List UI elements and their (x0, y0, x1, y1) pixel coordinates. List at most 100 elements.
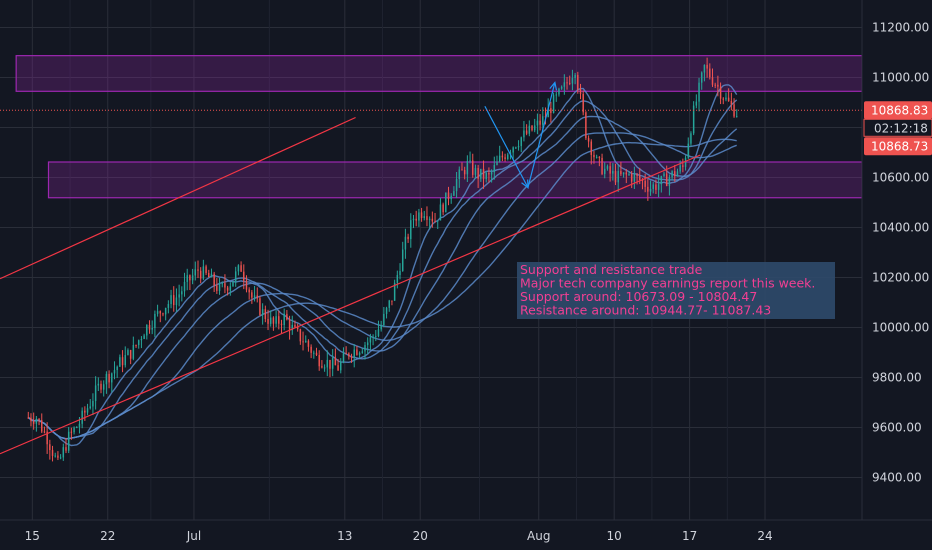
candle-body (348, 353, 350, 357)
price-tags: 10868.83 02:12:18 10868.73 (863, 101, 932, 156)
candle-body (315, 352, 318, 356)
candle-body (547, 108, 549, 118)
price-axis[interactable]: 11200.0011000.0010800.0010600.0010400.00… (861, 0, 932, 550)
y-tick-label: 9800.00 (872, 371, 922, 385)
candle-body (167, 304, 170, 308)
candle-body (665, 173, 668, 187)
candle-body (447, 192, 450, 200)
candle-body (232, 281, 234, 287)
candle-body (234, 271, 237, 282)
candle-body (213, 273, 215, 286)
moving-averages-layer (27, 84, 738, 447)
candle-body (159, 311, 162, 314)
candle-body (78, 423, 81, 427)
candle-body (310, 346, 312, 353)
candle-body (722, 98, 725, 100)
support-zone (47, 161, 863, 199)
candle-body (520, 137, 522, 147)
candle-body (62, 447, 65, 458)
candle-body (469, 160, 471, 162)
candle-body (94, 385, 97, 401)
last-price-label: 10868.83 (871, 103, 928, 117)
candle-body (463, 170, 466, 175)
candle-body (558, 88, 560, 95)
channel-upper-line (0, 116, 356, 280)
arrow-head (521, 179, 529, 189)
candle-body (334, 357, 337, 366)
candle-body (46, 431, 48, 445)
candle-body (342, 353, 345, 362)
candle-body (35, 418, 38, 424)
candle-body (146, 325, 148, 336)
candle-body (507, 154, 509, 160)
candle-body (164, 307, 167, 315)
candle-body (404, 236, 407, 250)
candle-body (388, 300, 390, 308)
candle-body (89, 406, 91, 409)
candle-body (730, 100, 733, 105)
candle-body (267, 318, 269, 324)
candle-body (132, 345, 135, 359)
candle-body (151, 327, 153, 330)
candle-body (604, 168, 606, 174)
annotation-line: Support and resistance trade (520, 262, 703, 277)
last-price-tag (864, 101, 932, 120)
candle-body (733, 104, 735, 117)
candle-body (523, 130, 525, 138)
candle-body (555, 94, 558, 96)
candle-body (283, 313, 285, 326)
candle-body (226, 287, 229, 291)
candle-body (137, 340, 140, 346)
candle-body (340, 361, 342, 371)
candle-body (170, 295, 172, 305)
candle-body (595, 156, 598, 158)
candle-body (86, 408, 89, 413)
candle-body (307, 340, 310, 347)
candle-body (453, 191, 455, 196)
candle-body (183, 281, 186, 292)
candle-body (609, 166, 611, 174)
candle-body (294, 324, 296, 328)
candle-body (436, 220, 439, 222)
candle-body (633, 174, 636, 182)
candle-body (512, 147, 514, 153)
candle-body (119, 357, 121, 367)
candle-body (30, 417, 32, 422)
candle-body (472, 160, 474, 175)
candle-body (127, 350, 129, 356)
candle-body (27, 417, 30, 419)
x-tick-label: 24 (757, 529, 772, 543)
candle-body (364, 345, 366, 352)
candle-body (202, 266, 205, 279)
candle-body (369, 337, 372, 343)
candle-body (208, 272, 210, 278)
candle-body (49, 444, 51, 451)
candle-body (100, 383, 102, 390)
candle-body (703, 64, 706, 73)
candle-body (186, 275, 188, 282)
candle-body (577, 74, 579, 90)
time-axis[interactable]: 15 22 Jul 13 20 Aug 10 17 24 (0, 519, 932, 550)
candle-body (57, 455, 59, 458)
x-tick-label: 15 (25, 529, 40, 543)
candle-body (345, 353, 347, 355)
candle-body (442, 204, 444, 213)
candle-body (418, 212, 420, 221)
candle-body (175, 297, 178, 306)
candle-body (224, 283, 226, 288)
candle-body (269, 317, 272, 324)
candle-body (431, 218, 434, 222)
candle-body (684, 157, 687, 167)
candle-body (585, 112, 587, 139)
candle-body (191, 275, 194, 281)
candle-body (396, 275, 399, 283)
candle-body (598, 156, 601, 158)
candle-body (692, 105, 695, 134)
candle-body (59, 457, 62, 459)
candle-body (620, 171, 622, 175)
candle-body (571, 77, 574, 84)
candle-body (660, 176, 663, 185)
candle-body (181, 291, 183, 295)
